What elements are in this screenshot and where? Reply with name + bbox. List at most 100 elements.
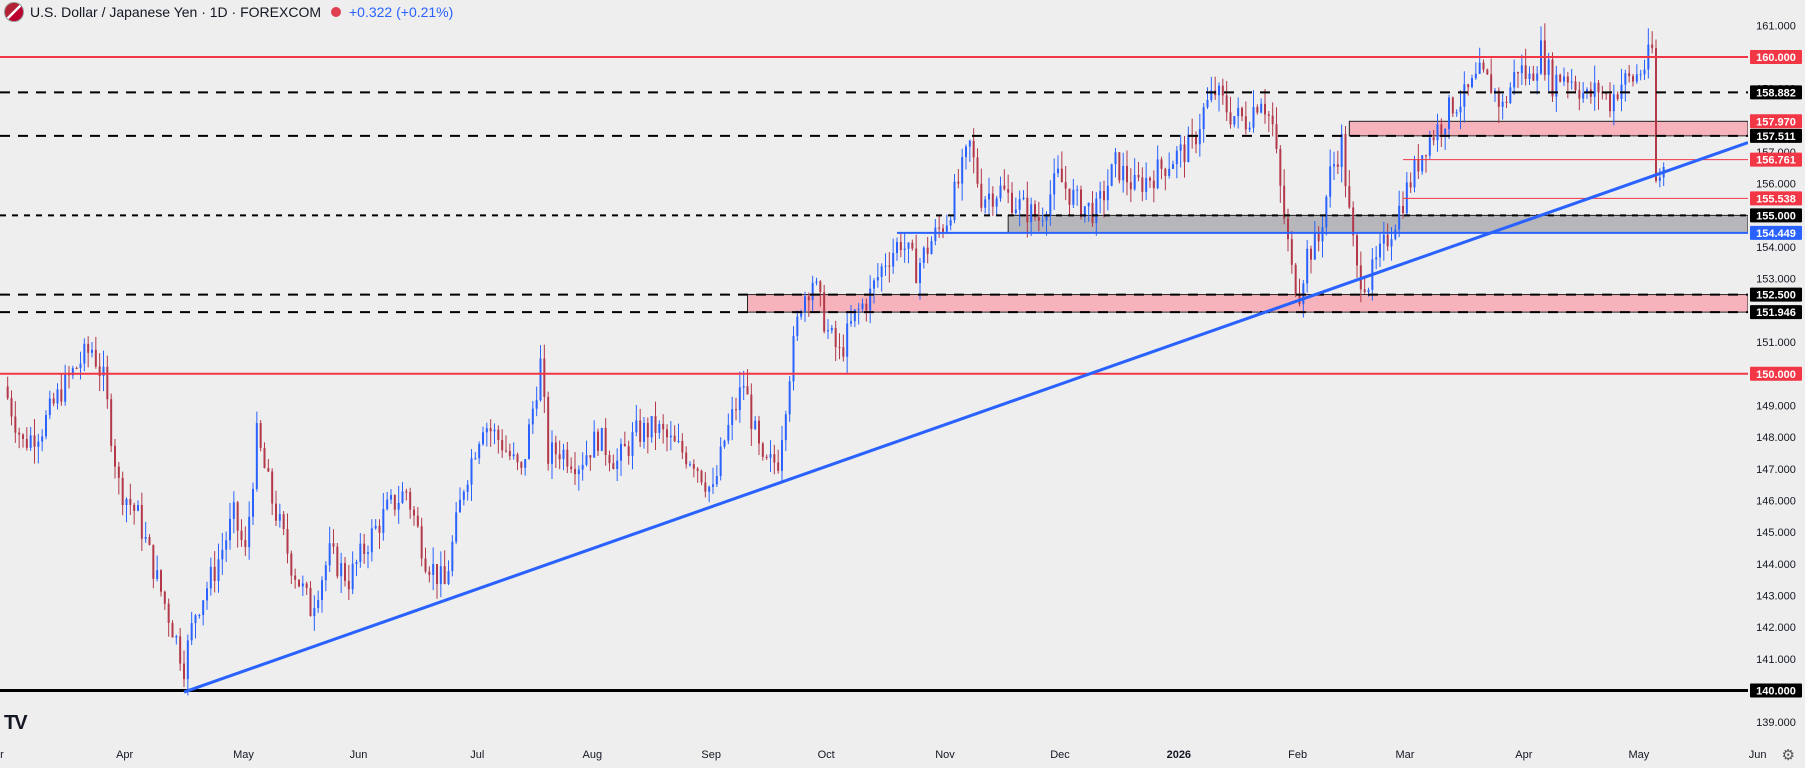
candle-body — [1329, 166, 1332, 197]
candle-body — [1382, 234, 1385, 244]
candle-body — [1014, 209, 1017, 214]
candle-body — [232, 502, 235, 519]
tradingview-logo[interactable]: TV — [4, 712, 28, 734]
candle-body — [470, 458, 473, 485]
candle-body — [1497, 90, 1500, 107]
candle-body — [198, 614, 201, 616]
candle-body — [1110, 164, 1113, 186]
candle-body — [359, 543, 362, 562]
candle-body — [45, 415, 47, 437]
candle-body — [777, 462, 780, 471]
y-tick-label: 146.000 — [1756, 495, 1796, 507]
x-tick-label: Jun — [350, 749, 368, 761]
candle-body — [1198, 129, 1201, 145]
candle-body — [1145, 177, 1148, 192]
candle-body — [37, 441, 40, 447]
candle-body — [984, 199, 987, 208]
candle-body — [746, 386, 749, 395]
candle-body — [52, 398, 55, 404]
candle-body — [1229, 112, 1232, 125]
candle-body — [286, 529, 289, 554]
candle-body — [643, 422, 645, 442]
candle-body — [589, 455, 592, 458]
candle-body — [1206, 99, 1209, 108]
candle-body — [1122, 165, 1125, 181]
candle-body — [830, 327, 833, 331]
candle-body — [328, 543, 331, 566]
candle-body — [83, 343, 86, 364]
candle-body — [758, 420, 760, 444]
candle-body — [907, 242, 910, 249]
candle-body — [206, 588, 208, 601]
candle-body — [562, 449, 565, 460]
candle-body — [367, 552, 369, 554]
candle-body — [401, 491, 404, 503]
gear-icon[interactable]: ⚙ — [1781, 747, 1795, 764]
candle-body — [278, 514, 281, 521]
symbol-title[interactable]: U.S. Dollar / Japanese Yen · 1D · FOREXC… — [30, 4, 321, 20]
x-tick-label: Apr — [1515, 749, 1532, 761]
candle-body — [1336, 164, 1339, 167]
candle-body — [75, 368, 78, 370]
candle-body — [1060, 168, 1063, 183]
candle-body — [543, 358, 546, 397]
candle-body — [616, 460, 619, 469]
candle-body — [919, 262, 921, 284]
price-label-text: 158.882 — [1756, 87, 1796, 99]
candle-body — [1566, 76, 1569, 83]
candle-body — [474, 458, 477, 460]
candle-body — [340, 563, 343, 577]
candle-body — [1578, 90, 1581, 99]
candle-body — [1087, 202, 1090, 207]
candle-body — [298, 579, 300, 587]
candle-body — [267, 467, 270, 472]
candle-body — [1103, 191, 1105, 201]
y-tick-label: 139.000 — [1756, 717, 1796, 729]
candle-body — [1409, 182, 1412, 188]
candle-body — [98, 366, 101, 377]
candle-body — [313, 607, 316, 617]
candle-body — [804, 296, 806, 312]
candle-body — [1405, 182, 1408, 214]
candle-body — [673, 435, 676, 442]
candle-body — [1463, 84, 1466, 107]
candle-body — [370, 528, 373, 553]
candle-body — [876, 277, 879, 281]
candle-body — [1390, 239, 1393, 247]
y-tick-label: 141.000 — [1756, 654, 1796, 666]
candle-body — [681, 440, 684, 453]
candle-body — [1459, 106, 1462, 113]
candle-body — [1030, 204, 1033, 223]
candle-body — [1310, 248, 1312, 260]
candle-body — [374, 525, 377, 529]
candle-body — [911, 242, 914, 249]
candle-body — [692, 464, 695, 469]
candle-body — [524, 459, 527, 468]
candle-body — [1279, 148, 1282, 186]
candle-body — [708, 486, 711, 492]
candle-body — [1007, 189, 1010, 193]
candle-body — [1275, 124, 1278, 149]
candle-body — [240, 530, 243, 541]
candle-body — [623, 443, 626, 447]
candle-body — [439, 566, 442, 585]
candle-body — [129, 498, 132, 505]
candle-body — [815, 281, 818, 283]
candle-body — [1352, 207, 1355, 236]
candle-body — [896, 241, 898, 253]
candle-body — [800, 311, 803, 317]
candle-body — [156, 570, 159, 579]
candle-body — [1152, 180, 1155, 189]
candle-body — [646, 422, 649, 438]
candle-body — [420, 526, 423, 559]
candle-body — [846, 323, 849, 357]
candle-body — [654, 416, 657, 433]
candle-body — [133, 504, 136, 511]
chart-header: U.S. Dollar / Japanese Yen · 1D · FOREXC… — [0, 0, 453, 24]
candle-body — [873, 280, 875, 289]
candle-body — [1490, 74, 1493, 94]
candle-body — [773, 454, 776, 463]
candle-body — [631, 432, 634, 456]
candle-body — [1413, 159, 1416, 188]
